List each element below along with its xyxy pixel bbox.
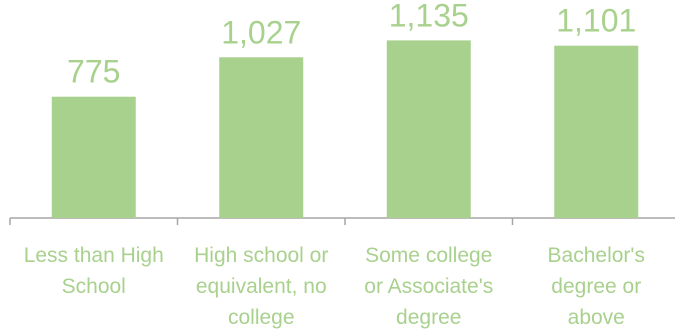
category-label-line: above	[568, 306, 625, 329]
category-label-line: degree or	[551, 275, 641, 298]
category-label: Less than High School	[24, 244, 164, 298]
bar	[386, 40, 471, 219]
bar-value-label: 1,027	[221, 14, 301, 50]
category-label-line: college	[228, 306, 295, 329]
category-label-line: degree	[396, 306, 461, 329]
bar-value-label: 1,135	[389, 0, 469, 33]
category-labels-group: Less than High School High school or equiva…	[24, 244, 645, 329]
bar	[219, 57, 304, 218]
value-labels-group: 775 1,027 1,135 1,101	[67, 0, 636, 90]
category-label-line: Some college	[365, 244, 492, 267]
category-label-line: High school or	[194, 244, 328, 267]
category-label-line: Less than High	[24, 244, 164, 267]
category-label-line: Bachelor's	[548, 244, 645, 267]
category-label: High school or equivalent, no college	[194, 244, 328, 329]
bar	[51, 96, 136, 218]
category-label: Some college or Associate's degree	[364, 244, 493, 329]
bar	[554, 45, 639, 219]
category-label-line: or Associate's	[364, 275, 493, 298]
x-axis-ticks	[9, 218, 514, 225]
bar-value-label: 1,101	[556, 3, 636, 39]
category-label-line: School	[62, 275, 126, 298]
category-label: Bachelor's degree or above	[548, 244, 645, 329]
category-label-line: equivalent, no	[196, 275, 327, 298]
bars-group	[51, 40, 639, 219]
bar-value-label: 775	[67, 54, 120, 90]
